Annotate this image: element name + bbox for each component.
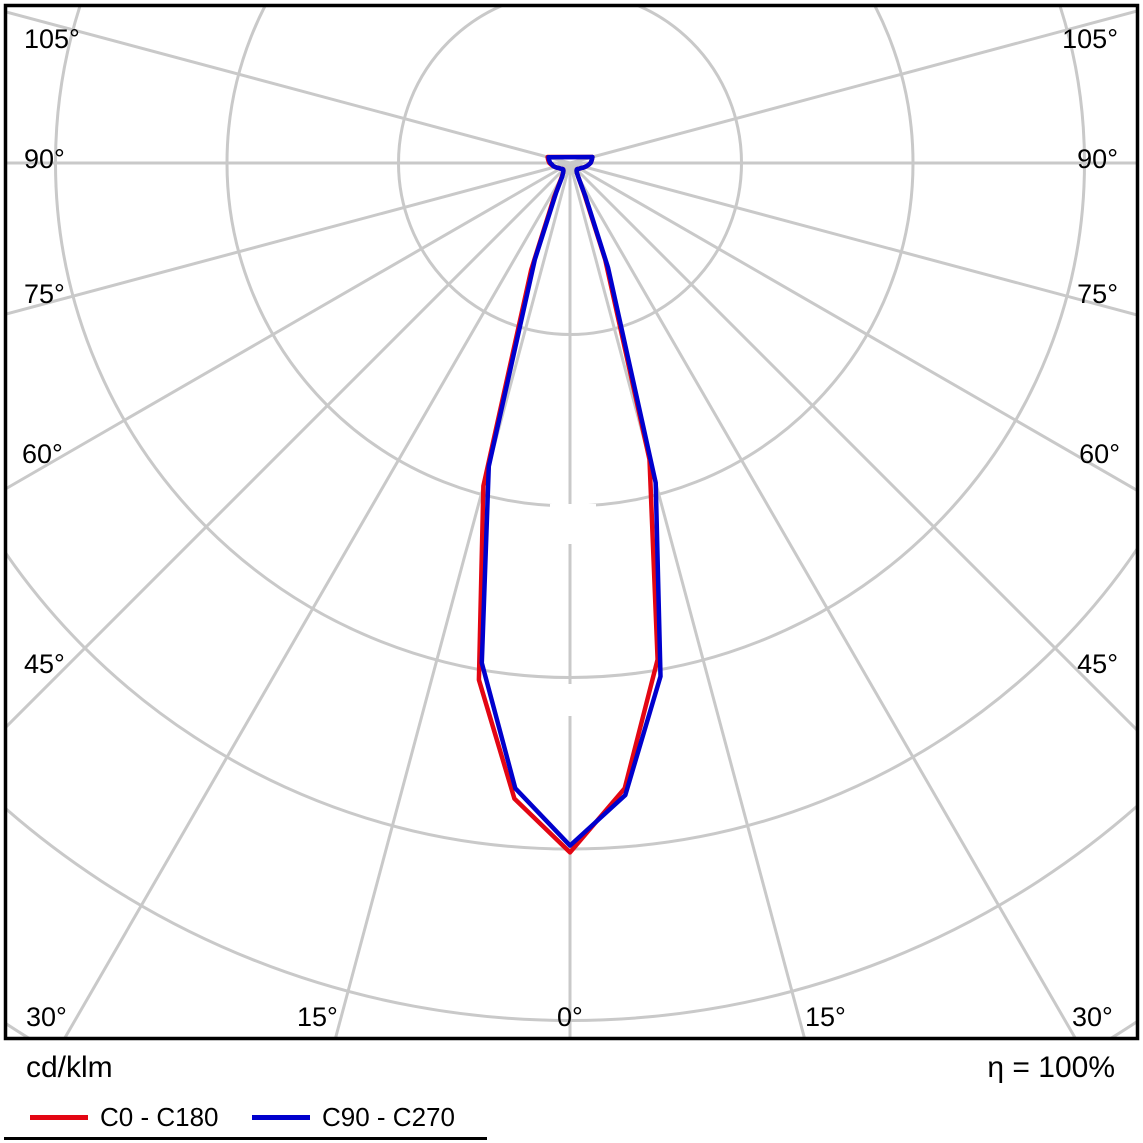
legend-swatch-c0-c180 [30,1115,88,1120]
legend-label-c0-c180: C0 - C180 [100,1102,219,1132]
legend-label-c90-c270: C90 - C270 [322,1102,455,1132]
angle-label-bottom-30l: 30° [26,1002,67,1032]
unit-label: cd/klm [26,1051,113,1084]
angle-label-left-60: 60° [22,439,63,469]
angle-label-right-105: 105° [1062,24,1118,54]
legend-footer: cd/klm η = 100% C0 - C180 C90 - C270 [0,1045,1143,1143]
efficiency-label: η = 100% [987,1051,1115,1084]
angle-label-bottom-15r: 15° [805,1002,846,1032]
legend-swatch-c90-c270 [252,1115,310,1120]
angle-label-left-75: 75° [24,279,65,309]
polar-chart-canvas [3,3,1140,1041]
angle-label-right-75: 75° [1077,279,1118,309]
angle-label-bottom-30r: 30° [1072,1002,1113,1032]
angle-label-left-90: 90° [24,144,65,174]
angle-label-left-105: 105° [24,24,80,54]
angle-label-left-45: 45° [24,649,65,679]
angle-label-bottom-0: 0° [557,1002,583,1032]
angle-label-right-45: 45° [1077,649,1118,679]
divider-line [4,1137,487,1140]
angle-label-right-90: 90° [1077,144,1118,174]
legend: C0 - C180 C90 - C270 [0,1101,1143,1135]
angle-label-bottom-15l: 15° [297,1002,338,1032]
polar-chart: 105° 90° 75° 60° 45° 105° 90° 75° 60° 45… [3,3,1140,1041]
angle-label-right-60: 60° [1079,439,1120,469]
